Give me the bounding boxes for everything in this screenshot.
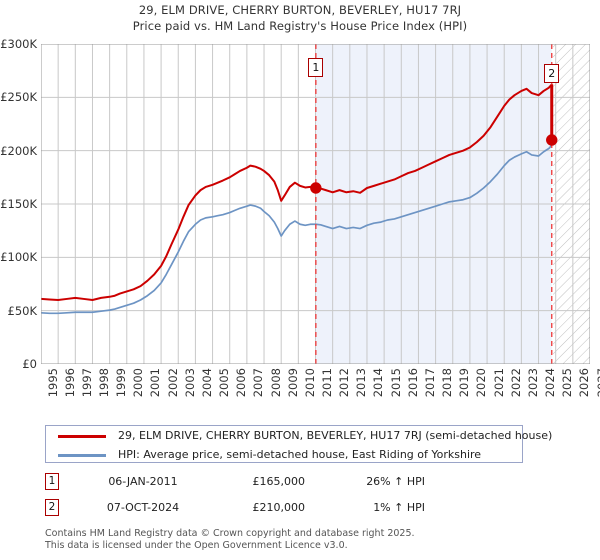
y-tick-label: £100K [0,250,37,265]
x-tick-label: 2015 [388,368,403,398]
x-tick-label: 2000 [131,368,146,398]
x-tick-label: 2020 [474,368,489,398]
x-tick-label: 2007 [251,368,266,398]
txn-hpi-delta: 1% ↑ HPI [373,501,425,514]
legend-label-hpi: HPI: Average price, semi-detached house,… [118,448,482,461]
x-tick-label: 2003 [182,368,197,398]
sale-marker-flag-1: 1 [308,58,324,77]
x-tick-label: 2016 [405,368,420,398]
x-tick-label: 2006 [234,368,249,398]
legend-swatch-hpi [58,454,106,457]
y-tick-label: £150K [0,197,37,211]
x-tick-label: 2001 [148,368,163,398]
x-tick-label: 1999 [114,368,129,398]
txn-date: 07-OCT-2024 [106,501,180,514]
y-axis: £0 £50K £100K £150K £200K £250K £300K [0,0,41,371]
txn-hpi-delta: 26% ↑ HPI [366,475,425,488]
x-tick-label: 2008 [268,368,283,398]
legend-swatch-property [58,435,106,438]
x-tick-label: 2022 [508,368,523,398]
grid-lines [41,44,590,364]
txn-date: 06-JAN-2011 [108,475,178,488]
legend-entry-hpi: HPI: Average price, semi-detached house,… [46,446,522,464]
title-line-2: Price paid vs. HM Land Registry's House … [132,19,468,33]
x-tick-label: 2023 [525,368,540,398]
y-tick-label: £0 [22,357,37,371]
legend-entry-property: 29, ELM DRIVE, CHERRY BURTON, BEVERLEY, … [46,427,552,445]
y-tick-label: £300K [0,37,37,51]
footer-line-2: This data is licensed under the Open Gov… [45,539,348,551]
event-lines [315,44,554,364]
txn-price: £165,000 [252,475,306,488]
x-tick-label: 2018 [440,368,455,398]
x-tick-label: 2013 [354,368,369,398]
txn-price: £210,000 [252,501,306,514]
legend-label-property: 29, ELM DRIVE, CHERRY BURTON, BEVERLEY, … [118,429,553,442]
sale-markers [310,134,558,194]
legend: 29, ELM DRIVE, CHERRY BURTON, BEVERLEY, … [45,425,552,464]
page-title: 29, ELM DRIVE, CHERRY BURTON, BEVERLEY, … [0,2,600,34]
y-tick-label: £200K [0,143,37,158]
chart-svg [41,44,590,364]
title-line-1: 29, ELM DRIVE, CHERRY BURTON, BEVERLEY, … [138,3,462,17]
txn-index-badge: 1 [45,473,59,490]
x-tick-label: 2024 [543,368,558,398]
x-tick-label: 2026 [577,368,592,398]
y-tick-label: £250K [0,90,37,105]
x-tick-label: 2017 [422,368,437,398]
x-tick-label: 2021 [491,368,506,398]
sale-marker-flag-2: 2 [544,64,560,83]
attribution-footer: Contains HM Land Registry data © Crown c… [45,528,565,551]
x-tick-label: 2002 [165,368,180,398]
table-row: 1 06-JAN-2011 £165,000 26% ↑ HPI [45,471,545,497]
x-tick-label: 1997 [79,368,94,398]
x-tick-label: 2019 [457,368,472,398]
footer-line-1: Contains HM Land Registry data © Crown c… [45,528,415,539]
txn-index-badge: 2 [45,499,59,516]
x-axis: 1995 1996 1997 1998 1999 2000 2001 2002 2003 2004… [0,364,600,412]
x-tick-label: 2014 [371,368,386,398]
x-tick-label: 2011 [320,368,334,398]
table-row: 2 07-OCT-2024 £210,000 1% ↑ HPI [45,497,545,523]
x-tick-label: 1998 [96,368,111,398]
x-tick-label: 2010 [302,368,317,398]
x-tick-label: 2027 [594,368,600,398]
x-tick-label: 1996 [62,368,77,398]
series-lines [41,83,553,315]
x-tick-label: 2025 [560,368,575,398]
x-tick-label: 2004 [199,368,214,398]
x-tick-label: 1995 [45,368,60,398]
x-tick-label: 2009 [285,368,300,398]
y-tick-label: £50K [7,303,38,318]
transaction-table: 1 06-JAN-2011 £165,000 26% ↑ HPI 2 07-OC… [45,471,545,523]
x-tick-label: 2005 [217,368,232,398]
x-tick-label: 2012 [337,368,352,398]
